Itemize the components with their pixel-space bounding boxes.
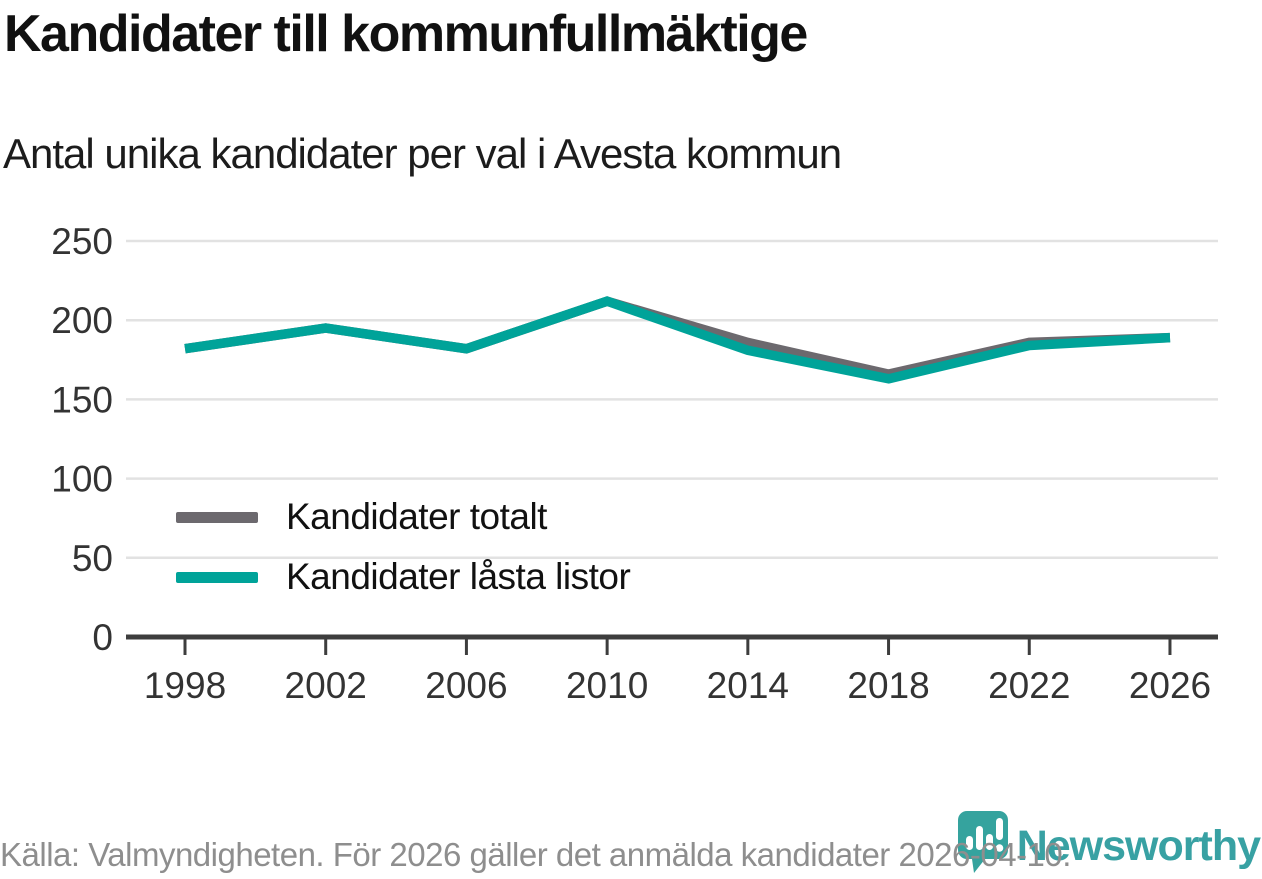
svg-text:200: 200 (51, 300, 113, 341)
newsworthy-wordmark: Newsworthy (1016, 822, 1261, 870)
svg-text:2022: 2022 (988, 665, 1070, 706)
legend-item-total: Kandidater totalt (176, 496, 630, 538)
page-title: Kandidater till kommunfullmäktige (4, 5, 808, 63)
svg-text:150: 150 (51, 379, 113, 420)
svg-text:50: 50 (72, 538, 113, 579)
chart-subtitle: Antal unika kandidater per val i Avesta … (3, 130, 842, 177)
legend-label-total: Kandidater totalt (286, 496, 547, 537)
svg-text:2018: 2018 (847, 665, 929, 706)
legend-swatch-locked-lists (176, 571, 258, 583)
legend-label-locked-lists: Kandidater låsta listor (286, 556, 631, 597)
svg-text:1998: 1998 (144, 665, 226, 706)
source-note: Källa: Valmyndigheten. För 2026 gäller d… (0, 836, 1071, 873)
svg-text:2006: 2006 (425, 665, 507, 706)
newsworthy-logo: Newsworthy (953, 808, 1261, 876)
svg-text:0: 0 (92, 617, 113, 658)
newsworthy-icon (957, 811, 1008, 873)
svg-text:250: 250 (51, 221, 113, 262)
svg-text:2002: 2002 (285, 665, 367, 706)
svg-text:2026: 2026 (1129, 665, 1211, 706)
svg-text:100: 100 (51, 459, 113, 500)
legend-item-locked-lists: Kandidater låsta listor (176, 556, 631, 598)
svg-text:2014: 2014 (707, 665, 789, 706)
chart-legend: Kandidater totalt Kandidater låsta listo… (176, 496, 631, 598)
svg-text:2010: 2010 (566, 665, 648, 706)
legend-swatch-total (176, 511, 258, 523)
